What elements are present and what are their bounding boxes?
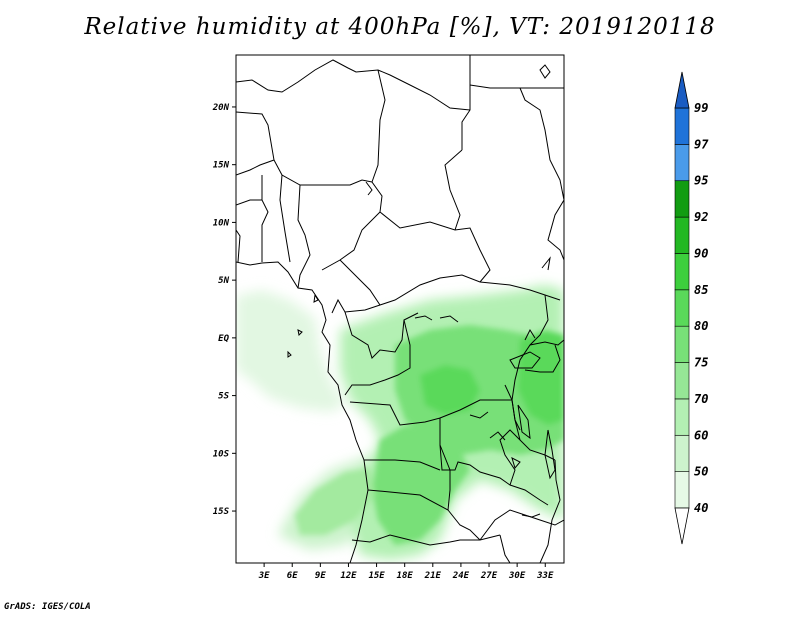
humidity-area-interior-max bbox=[420, 365, 480, 415]
colorbar-label: 75 bbox=[694, 356, 708, 370]
map-frame bbox=[235, 54, 565, 564]
lat-tick-label: 20N bbox=[212, 103, 230, 113]
lon-tick-label: 27E bbox=[480, 571, 498, 581]
lat-tick-label: 10N bbox=[213, 218, 230, 228]
colorbar-segment bbox=[674, 471, 690, 509]
colorbar-segment bbox=[674, 398, 690, 436]
colorbar-label: 40 bbox=[694, 501, 708, 515]
colorbar-segment bbox=[674, 325, 690, 363]
lon-tick-label: 3E bbox=[258, 571, 270, 581]
colorbar-label: 70 bbox=[694, 392, 708, 406]
lat-tick-label: 15S bbox=[213, 507, 230, 517]
colorbar-high-arrow bbox=[674, 71, 690, 109]
lon-tick-label: 33E bbox=[536, 571, 554, 581]
colorbar-label: 60 bbox=[694, 428, 708, 442]
lat-tick-label: EQ bbox=[218, 334, 229, 344]
lon-tick-label: 30E bbox=[508, 571, 526, 581]
lon-tick-label: 6E bbox=[287, 571, 298, 581]
lat-tick-label: 15N bbox=[213, 161, 230, 171]
lat-tick-label: 10S bbox=[213, 449, 230, 459]
colorbar-label: 90 bbox=[694, 246, 708, 260]
lon-tick-label: 15E bbox=[368, 571, 385, 581]
lon-axis: 3E 6E 9E 12E 15E 18E 21E 24E 27E 30E 33E bbox=[258, 563, 554, 581]
lat-tick-label: 5S bbox=[218, 392, 229, 402]
colorbar-label: 97 bbox=[694, 137, 709, 151]
colorbar-segment bbox=[674, 107, 690, 145]
lon-tick-label: 12E bbox=[340, 571, 357, 581]
colorbar-label: 95 bbox=[694, 174, 708, 188]
colorbar-segment bbox=[674, 216, 690, 254]
colorbar-segment bbox=[674, 362, 690, 400]
colorbar-label: 50 bbox=[694, 465, 708, 479]
colorbar-label: 92 bbox=[694, 210, 708, 224]
colorbar-segment bbox=[674, 289, 690, 327]
humidity-field bbox=[236, 285, 564, 560]
humidity-area-lakes-max bbox=[518, 330, 564, 425]
colorbar-label: 99 bbox=[694, 101, 708, 115]
lat-tick-label: 5N bbox=[218, 276, 229, 286]
credit-label: GrADS: IGES/COLA bbox=[4, 602, 91, 612]
colorbar-segment bbox=[674, 253, 690, 291]
colorbar-label: 80 bbox=[694, 319, 708, 333]
lon-tick-label: 21E bbox=[424, 571, 442, 581]
lon-tick-label: 9E bbox=[315, 571, 326, 581]
colorbar-segment bbox=[674, 180, 690, 218]
lon-tick-label: 18E bbox=[397, 571, 414, 581]
chart-title: Relative humidity at 400hPa [%], VT: 201… bbox=[84, 14, 716, 40]
colorbar: 40 50 60 70 75 80 85 90 92 95 97 99 bbox=[674, 71, 709, 545]
lon-tick-label: 24E bbox=[452, 571, 470, 581]
colorbar-segment bbox=[674, 144, 690, 182]
country-borders bbox=[236, 55, 564, 563]
colorbar-segment bbox=[674, 434, 690, 472]
humidity-area-southwest-inner bbox=[295, 468, 375, 535]
colorbar-low-arrow bbox=[674, 507, 690, 545]
colorbar-label: 85 bbox=[694, 283, 708, 297]
lat-axis: 20N 15N 10N 5N EQ 5S 10S 15S bbox=[212, 103, 236, 517]
humidity-area-core-south bbox=[372, 425, 470, 545]
humidity-area-west-coast bbox=[236, 290, 345, 412]
